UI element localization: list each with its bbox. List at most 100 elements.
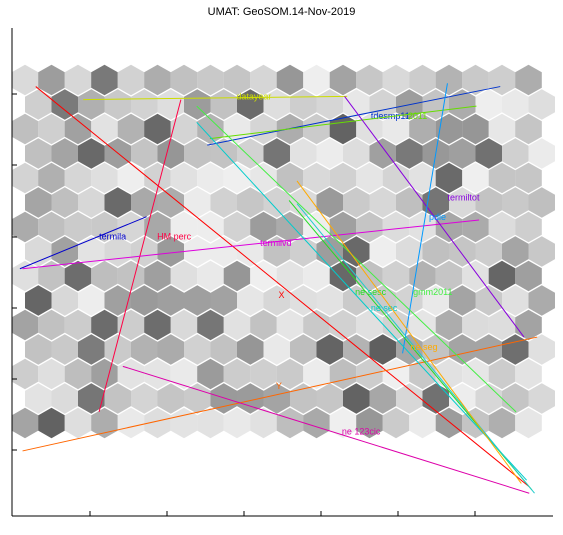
hex-cells [11, 64, 555, 439]
hex-cell [316, 138, 343, 169]
hex-cell [528, 138, 555, 169]
hex-cell [382, 260, 410, 292]
hex-cell [343, 236, 370, 267]
hex-cell [316, 236, 343, 267]
hex-cell [117, 64, 145, 96]
hex-cell [356, 407, 383, 439]
hex-cell [316, 285, 343, 316]
hex-cell [488, 64, 516, 96]
hex-cell [462, 162, 489, 194]
hex-cell [51, 236, 78, 267]
hex-cell [170, 407, 198, 439]
hex-cell [343, 187, 370, 218]
hex-cell [356, 309, 383, 341]
vector-line [196, 122, 527, 481]
hex-cell [303, 113, 330, 145]
hex-cell [263, 383, 290, 414]
vector-line [22, 336, 538, 452]
hex-cell [210, 383, 237, 414]
vector-label: 2011 [408, 111, 427, 121]
hex-cell [250, 211, 277, 243]
hex-cell [117, 113, 145, 145]
vector-line [296, 203, 535, 494]
hex-cell [488, 407, 516, 439]
vector-line [207, 86, 501, 146]
vector-line [344, 96, 525, 338]
hex-cell [409, 358, 436, 390]
hex-cell [170, 358, 198, 390]
hex-cell [64, 358, 92, 390]
hex-cell [435, 260, 463, 292]
hex-cell [11, 162, 39, 194]
hex-cell [475, 138, 502, 169]
hex-cell [409, 162, 436, 194]
vector-line [22, 219, 480, 270]
hex-cell [223, 407, 251, 439]
hex-cell [38, 260, 65, 292]
hex-cell [51, 187, 78, 218]
vector-line [209, 105, 477, 140]
hex-cell [396, 285, 423, 316]
hex-cell [435, 309, 463, 341]
axes [11, 28, 553, 517]
hex-cell [449, 138, 476, 169]
hex-cell [435, 211, 463, 243]
hex-cell [157, 334, 184, 365]
hex-cell [104, 285, 131, 316]
vector-label: ne seg [410, 342, 437, 352]
vector-label: ne sec [371, 303, 398, 313]
hex-cell [64, 162, 92, 194]
hex-cell [449, 285, 476, 316]
vector-line [196, 105, 517, 413]
hex-cell [435, 407, 463, 439]
hex-cell [528, 383, 555, 414]
hex-cell [343, 138, 370, 169]
vector-line [296, 180, 522, 484]
hex-cell [502, 383, 529, 414]
hex-cell [515, 407, 542, 439]
hex-cell [409, 407, 436, 439]
vector-line [35, 86, 530, 488]
hex-cell [144, 211, 171, 243]
hex-cell [396, 138, 423, 169]
hex-cell [38, 309, 65, 341]
hex-cell [502, 138, 529, 169]
hex-cell [303, 309, 330, 341]
hex-cell [382, 64, 410, 96]
hex-cell [131, 138, 158, 169]
hex-cell [64, 260, 92, 292]
hex-cell [144, 358, 171, 390]
hex-cell [250, 309, 277, 341]
hex-cell [435, 64, 463, 96]
hex-cell [276, 260, 304, 292]
hex-cell [91, 211, 118, 243]
hex-cell [488, 260, 516, 292]
hex-cell [210, 89, 237, 120]
hex-cell [276, 309, 304, 341]
hex-cell [78, 236, 105, 267]
hex-cell [515, 64, 542, 96]
hex-cell [197, 211, 224, 243]
hex-cell [131, 89, 158, 120]
hex-cell [250, 64, 277, 96]
hex-cell [316, 383, 343, 414]
hex-cell [25, 89, 52, 120]
hex-cell [502, 89, 529, 120]
hex-cell [64, 407, 92, 439]
hex-cell [237, 383, 264, 414]
hex-cell [25, 334, 52, 365]
hex-cell [170, 309, 198, 341]
hex-cell [131, 285, 158, 316]
hex-cell [25, 383, 52, 414]
hex-cell [502, 187, 529, 218]
hex-cell [515, 113, 542, 145]
hex-cell [515, 309, 542, 341]
hex-cell [462, 260, 489, 292]
hex-cell [343, 383, 370, 414]
hex-cell [303, 407, 330, 439]
hex-cell [157, 285, 184, 316]
hex-cell [250, 113, 277, 145]
vector-line [122, 365, 530, 494]
hex-cell [303, 162, 330, 194]
hex-cell [78, 383, 105, 414]
